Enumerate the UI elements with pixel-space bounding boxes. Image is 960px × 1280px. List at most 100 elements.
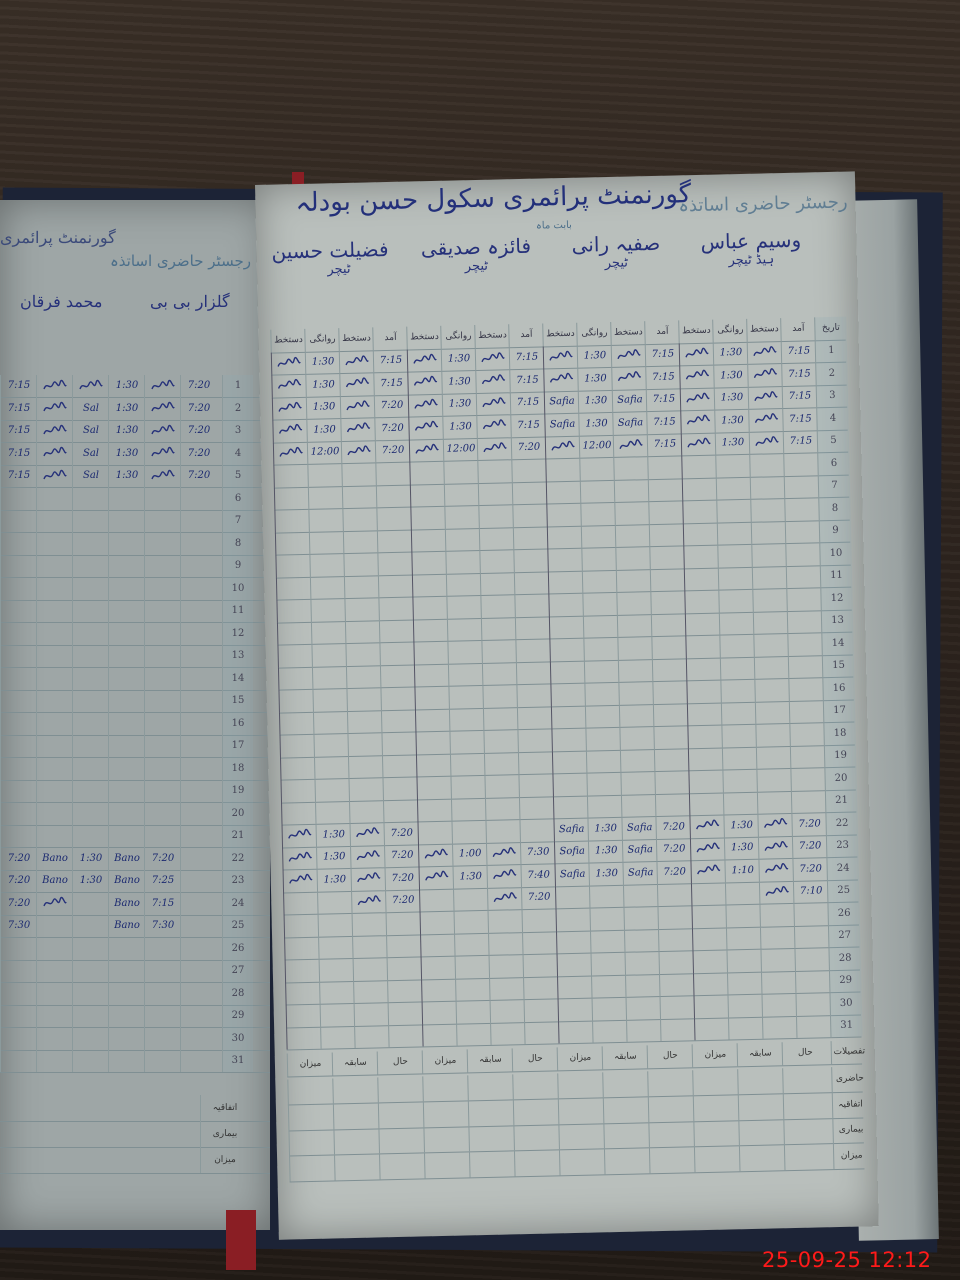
table-cell	[380, 686, 416, 710]
table-cell	[0, 532, 37, 555]
summary-cell	[287, 1077, 334, 1105]
table-cell	[378, 596, 414, 620]
table-cell	[647, 455, 683, 479]
table-row: 9	[0, 554, 270, 578]
signature-mark	[271, 396, 308, 420]
table-cell: Safia	[622, 861, 658, 885]
table-cell	[275, 576, 312, 600]
table-cell: 7:20	[0, 892, 37, 915]
table-row: 8	[0, 532, 270, 556]
table-cell: 7:15	[508, 345, 545, 370]
table-cell	[36, 712, 73, 735]
column-header: دستخط	[746, 318, 782, 342]
column-header: دستخط	[338, 327, 374, 351]
row-number: 7	[817, 474, 851, 498]
table-cell	[0, 712, 37, 735]
table-cell: 7:20	[520, 885, 557, 910]
table-cell	[684, 589, 720, 613]
table-cell	[726, 971, 763, 995]
table-cell	[108, 689, 145, 712]
table-cell	[726, 948, 762, 972]
table-cell	[410, 528, 447, 552]
signature-mark	[474, 346, 511, 371]
table-cell	[388, 1023, 424, 1048]
signature-mark	[418, 865, 455, 889]
table-cell	[484, 774, 520, 798]
table-cell	[625, 973, 661, 997]
table-cell	[787, 654, 824, 679]
teacher-name: وسیم عباس ہیڈ ٹیچر	[700, 227, 802, 269]
row-number: 26	[827, 901, 860, 925]
table-cell	[36, 982, 73, 1005]
table-cell	[653, 747, 690, 772]
table-cell	[376, 529, 413, 553]
table-cell	[318, 957, 355, 982]
table-cell: Safia	[543, 390, 580, 414]
table-cell	[144, 779, 181, 802]
table-cell: 7:15	[782, 407, 818, 431]
table-cell: Sofia	[553, 840, 590, 864]
table-cell	[412, 618, 449, 642]
table-cell: 7:20	[180, 397, 217, 420]
signature-mark	[542, 345, 579, 369]
table-cell	[616, 591, 652, 615]
signature-mark	[282, 868, 319, 893]
table-row: 26	[0, 937, 270, 961]
summary-cell	[738, 1118, 785, 1146]
table-cell	[479, 571, 516, 595]
table-cell	[36, 779, 73, 802]
table-cell	[144, 487, 181, 510]
table-cell: 12:00	[578, 434, 615, 458]
summary-row-label: بیماری	[832, 1116, 869, 1144]
table-cell	[36, 1049, 73, 1072]
row-number: 3	[222, 419, 253, 442]
table-cell	[516, 705, 553, 730]
table-cell	[749, 475, 786, 499]
table-cell	[180, 734, 217, 757]
signature-mark	[758, 880, 795, 904]
table-cell	[276, 598, 312, 623]
table-row: 7:20 Bano 7:15 24	[0, 892, 270, 916]
summary-cell	[693, 1145, 741, 1172]
table-cell	[793, 902, 829, 926]
table-cell: 7:15	[646, 410, 682, 434]
left-teacher-name: محمد فرقان	[20, 292, 103, 311]
table-cell	[725, 903, 761, 928]
table-cell: 7:20	[384, 866, 421, 890]
table-cell	[72, 532, 109, 555]
table-cell	[348, 799, 385, 824]
table-cell	[72, 802, 109, 825]
table-cell	[615, 546, 651, 570]
table-cell	[686, 679, 722, 703]
table-cell	[144, 554, 181, 577]
column-header: دستخط	[474, 324, 510, 348]
table-cell	[591, 974, 627, 998]
table-cell	[421, 978, 457, 1002]
signature-mark	[748, 408, 784, 432]
table-cell	[144, 937, 181, 960]
table-cell	[414, 708, 451, 732]
table-cell	[615, 568, 652, 592]
table-cell: 7:15	[373, 371, 409, 395]
summary-cell	[602, 1070, 649, 1098]
row-number: 20	[824, 766, 857, 790]
signature-mark	[476, 414, 512, 438]
table-cell	[490, 1021, 526, 1045]
table-cell	[617, 658, 654, 682]
table-cell	[108, 577, 145, 600]
table-cell: Bano	[108, 892, 145, 915]
summary-cell	[422, 1074, 469, 1102]
row-number: 28	[828, 946, 861, 970]
table-cell	[727, 993, 763, 1017]
row-number: 4	[222, 442, 253, 465]
table-cell: 1:30	[714, 408, 750, 433]
signature-mark	[690, 859, 726, 883]
table-row: 7:15 Sal 1:30 7:20 3	[0, 419, 270, 443]
table-cell: 1:30	[452, 864, 488, 889]
table-row: 10	[0, 577, 270, 601]
table-cell	[108, 824, 145, 847]
table-cell	[108, 554, 145, 577]
teacher-name: صفیہ رانی ٹیچر	[571, 230, 661, 272]
table-cell	[36, 959, 73, 982]
table-cell: 1:30	[72, 869, 109, 892]
